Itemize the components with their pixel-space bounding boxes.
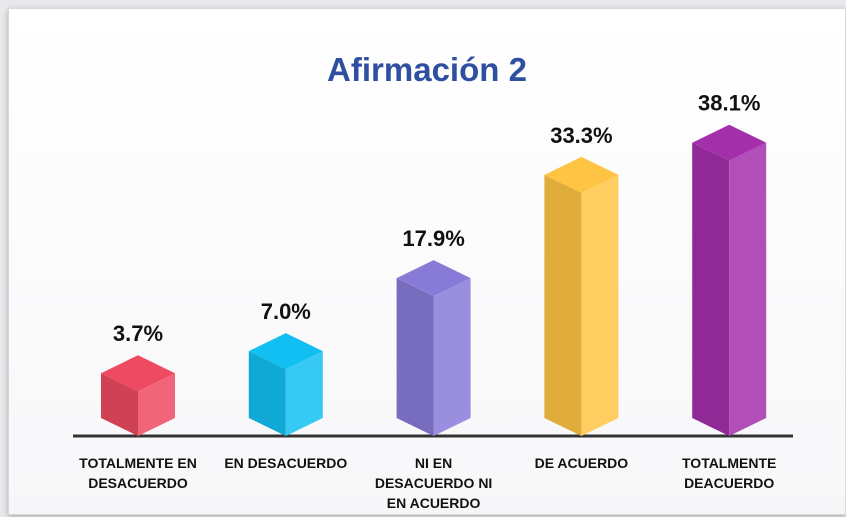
chart-card: Afirmación 2 3.7% 7.0% 17.9% 33.3% 38.1% TOT… — [8, 8, 846, 515]
bar-left-face — [692, 142, 730, 437]
bar-left-face — [248, 351, 286, 436]
bar-top-face — [544, 156, 619, 193]
value-label: 3.7% — [113, 321, 163, 346]
bar-left-face — [101, 373, 138, 436]
x-tick-label: TOTALMENTE DEACUERDO — [682, 455, 777, 491]
x-tick-label: EN DESACUERDO — [224, 455, 348, 471]
bar-top-face — [396, 260, 471, 297]
bar-right-face — [285, 351, 323, 436]
x-tick-label: NI EN DESACUERDO NI EN ACUERDO — [374, 455, 493, 511]
bar-top-face — [101, 355, 175, 392]
value-label: 7.0% — [261, 299, 311, 324]
bar-left-face — [396, 278, 434, 436]
value-label: 38.1% — [698, 91, 760, 116]
x-tick-label: DE ACUERDO — [534, 455, 629, 471]
bar-top-face — [248, 333, 323, 370]
bar-right-face — [138, 373, 175, 436]
x-tick-label: TOTALMENTE EN DESACUERDO — [79, 455, 197, 491]
chart-title: Afirmación 2 — [327, 51, 527, 88]
chart: 3.7% 7.0% 17.9% 33.3% 38.1% — [73, 91, 793, 438]
bar-left-face — [544, 174, 582, 436]
value-label: 33.3% — [550, 123, 612, 148]
value-label: 17.9% — [402, 226, 464, 251]
bar-right-face — [581, 174, 619, 436]
bar-right-face — [433, 278, 471, 436]
bar-right-face — [729, 142, 767, 437]
